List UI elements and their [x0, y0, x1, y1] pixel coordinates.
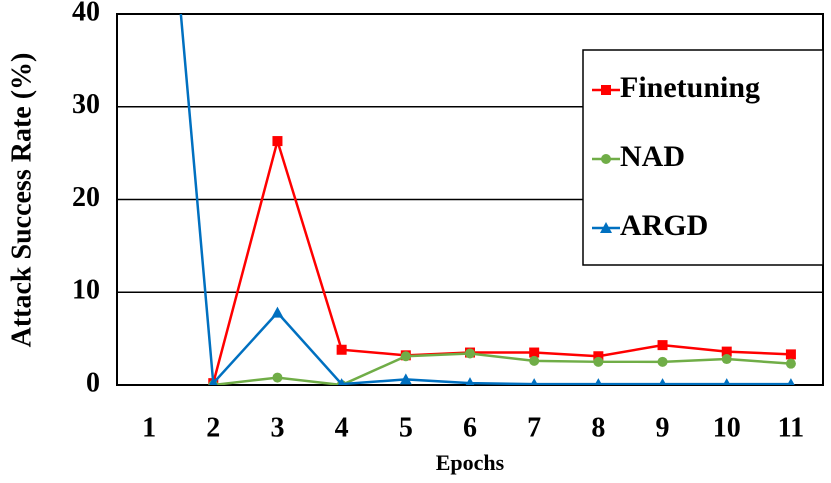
series-line [212, 136, 791, 384]
marker [594, 378, 603, 385]
marker [721, 346, 732, 357]
marker [657, 356, 668, 367]
marker [600, 222, 612, 233]
marker [337, 378, 346, 385]
y-tick-label: 20 [72, 182, 100, 213]
marker [271, 306, 284, 318]
marker [657, 340, 668, 351]
marker [399, 373, 412, 385]
y-tick-label: 10 [72, 275, 100, 306]
marker [593, 351, 604, 362]
x-tick-label: 5 [399, 412, 413, 443]
marker [722, 378, 731, 385]
x-tick-label: 11 [778, 412, 804, 443]
marker [400, 351, 411, 362]
x-tick-label: 9 [656, 412, 670, 443]
x-tick-label: 6 [463, 412, 477, 443]
x-tick-label: 4 [335, 412, 349, 443]
marker [336, 344, 347, 355]
y-axis-title: Attack Success Rate (%) [6, 53, 37, 348]
legend-label: NAD [620, 140, 685, 173]
marker [658, 378, 667, 385]
marker [785, 358, 796, 369]
y-tick-label: 0 [86, 367, 100, 398]
marker [593, 356, 604, 367]
legend-label: Finetuning [620, 71, 760, 104]
marker [530, 378, 538, 385]
marker [465, 348, 475, 359]
x-tick-label: 10 [713, 412, 741, 443]
marker [208, 377, 218, 385]
marker [529, 347, 540, 358]
marker [785, 349, 796, 360]
marker [721, 354, 732, 365]
legend-box [582, 49, 824, 266]
y-tick-label: 30 [72, 89, 100, 120]
x-axis-title: Epochs [436, 450, 505, 475]
marker [465, 377, 475, 385]
x-tick-label: 8 [591, 412, 605, 443]
plot-area [179, 14, 796, 385]
marker [601, 154, 611, 164]
legend-label: ARGD [620, 209, 708, 242]
series-line [213, 352, 791, 385]
marker [601, 85, 611, 95]
x-tick-label: 7 [527, 412, 541, 443]
y-tick-label: 40 [72, 0, 100, 27]
x-tick-label: 1 [142, 412, 156, 443]
x-tick-label: 3 [270, 412, 284, 443]
marker [787, 378, 795, 385]
marker [272, 136, 283, 147]
marker [272, 372, 283, 383]
x-tick-label: 2 [206, 412, 220, 443]
marker [529, 355, 540, 366]
